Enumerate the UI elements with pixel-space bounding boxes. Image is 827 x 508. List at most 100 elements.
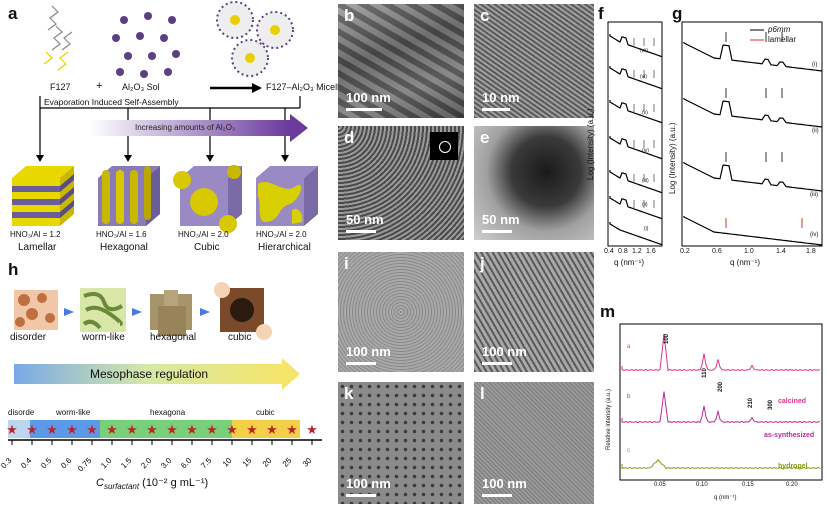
hexagonal-name: Hexagonal (100, 242, 148, 253)
f127-molecules-icon (43, 5, 73, 71)
axis-tick-label: 0.4 (19, 456, 34, 471)
m-tick-0: 0.05 (654, 482, 666, 488)
axis-tick-label: 1.5 (119, 456, 134, 471)
tem-image-l: l 100 nm (474, 382, 594, 504)
curve-name-as-synthesized: as-synthesized (764, 432, 815, 439)
g-tick-4: 1.8 (806, 248, 816, 255)
axis-tick-label: 20 (261, 456, 274, 469)
al2o3-sol-icon (112, 12, 180, 78)
lamellar-name: Lamellar (18, 242, 57, 253)
curve-f-iii: (iii) (642, 178, 649, 184)
sample-star: ★ (206, 422, 218, 437)
axis-tick-label: 3.0 (159, 456, 174, 471)
curve-f-iv: (iv) (642, 148, 649, 154)
plus-sign: + (96, 80, 103, 92)
peak-200: 200 (718, 381, 725, 393)
hierarchical-name: Hierarchical (258, 242, 311, 253)
hierarchical-ratio: HNO₃/Al = 2.0 (256, 230, 307, 239)
tem-d-scalebar (346, 230, 376, 233)
axis-subscript: surfactant (103, 482, 140, 492)
concentration-axis-label: Csurfactant (10⁻² g mL⁻¹) (96, 476, 208, 491)
m-tick-3: 0.20 (786, 482, 798, 488)
axis-tick-label: 7.5 (199, 456, 214, 471)
sample-star: ★ (246, 422, 258, 437)
disorder-phase-icon (14, 290, 58, 330)
sample-star: ★ (86, 422, 98, 437)
sample-star: ★ (26, 422, 38, 437)
tem-b-scalebar (346, 108, 382, 111)
axis-tick-label: 15 (241, 456, 254, 469)
saxs-curve (609, 100, 663, 124)
eisa-label: Evaporation Induced Self-Assembly (44, 97, 179, 107)
panel-f-plot (607, 21, 663, 247)
sample-star: ★ (46, 422, 58, 437)
f-tick-2: 1.2 (632, 248, 642, 255)
tem-image-i: i 100 nm (338, 252, 464, 372)
curve-f-vii: (vii) (640, 48, 649, 54)
axis-tick-label: 0.75 (76, 456, 94, 474)
axis-tick-label: 6.0 (179, 456, 194, 471)
axis-tick-label: 0.6 (59, 456, 74, 471)
peak-300: 300 (768, 399, 775, 411)
saxs-curve (609, 222, 663, 246)
sample-star: ★ (6, 422, 18, 437)
tem-e-scalebar (482, 230, 512, 233)
curve-name-hydrogel: hydrogel (778, 463, 808, 470)
tem-image-k: k 100 nm (338, 382, 464, 504)
cubic-name: Cubic (194, 242, 220, 253)
panel-g-xlabel: q (nm⁻¹) (730, 258, 760, 267)
axis-tick-label: 1.0 (99, 456, 114, 471)
saxs-curve (609, 196, 663, 220)
f-tick-3: 1.6 (646, 248, 656, 255)
fft-inset (430, 132, 458, 160)
hexagonal-cube-icon (98, 166, 160, 226)
legend-lamellar: lamellar (768, 35, 797, 44)
panel-a-schematic (12, 1, 318, 233)
panel-m-plot (619, 323, 823, 481)
tem-image-b: b 100 nm (338, 4, 464, 118)
sample-star: ★ (106, 422, 118, 437)
panel-f-xlabel: q (nm⁻¹) (614, 258, 644, 267)
tem-k-scalebar (346, 494, 376, 497)
tem-e-scale: 50 nm (482, 212, 520, 227)
curve-g-iii: (iii) (810, 192, 818, 198)
sol-label: Al₂O₃ Sol (122, 82, 160, 92)
xrd-curve (621, 333, 821, 372)
band-worm-like: worm-like (56, 408, 91, 417)
tem-l-scalebar (482, 494, 512, 497)
tem-k-scale: 100 nm (346, 476, 391, 491)
tem-b-scale: 100 nm (346, 90, 391, 105)
tem-c-scale: 10 nm (482, 90, 520, 105)
sample-star: ★ (146, 422, 158, 437)
regulation-label: Mesophase regulation (90, 367, 209, 381)
lamellar-cube-icon (12, 166, 74, 226)
cubic-cube-icon (173, 165, 242, 233)
tem-d-label: d (344, 128, 355, 147)
tem-i-scalebar (346, 362, 376, 365)
saxs-curve (609, 136, 663, 160)
g-tick-2: 1.0 (744, 248, 754, 255)
tem-b-label: b (344, 6, 355, 25)
curve-g-i: (i) (812, 62, 818, 68)
curve-g-iv: (iv) (810, 232, 819, 238)
panel-g-plot (681, 21, 823, 247)
sample-star: ★ (226, 422, 238, 437)
tem-image-e: e 50 nm (474, 126, 594, 240)
tem-l-scale: 100 nm (482, 476, 527, 491)
g-tick-0: 0.2 (680, 248, 690, 255)
sample-star: ★ (66, 422, 78, 437)
saxs-curve (683, 42, 823, 72)
f-tick-1: 0.8 (618, 248, 628, 255)
panel-f-label: f (598, 4, 604, 23)
xrd-curve (621, 458, 821, 470)
panel-h-label: h (8, 260, 19, 279)
phase-disorder: disorder (10, 332, 47, 343)
panel-m-label: m (600, 302, 616, 321)
panel-m-xlabel: q (nm⁻¹) (714, 495, 737, 501)
sample-star: ★ (266, 422, 278, 437)
saxs-curve (683, 162, 823, 192)
tem-c-label: c (480, 6, 490, 25)
curve-tag-b: b (627, 394, 631, 400)
saxs-curve (609, 66, 663, 90)
g-tick-1: 0.6 (712, 248, 722, 255)
